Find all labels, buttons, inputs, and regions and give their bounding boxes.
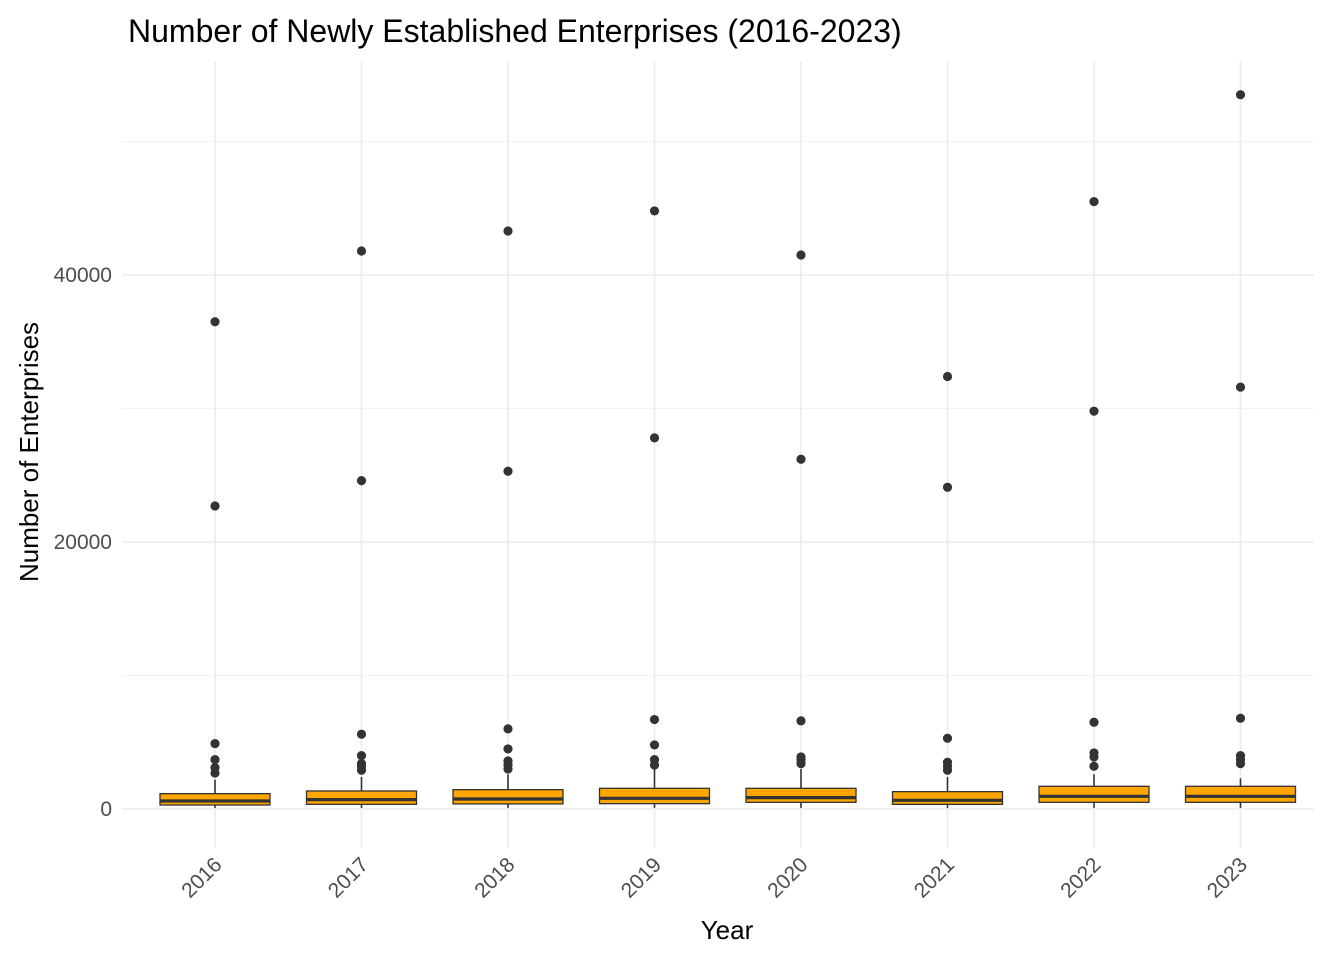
outlier-point xyxy=(503,724,513,734)
box-body xyxy=(598,787,711,805)
outlier-point xyxy=(356,475,367,486)
box-body xyxy=(891,790,1004,805)
outlier-point xyxy=(1089,196,1099,207)
box-2021 xyxy=(891,371,1004,808)
outlier-point xyxy=(210,317,220,327)
outlier-point xyxy=(796,752,806,762)
box-body xyxy=(1184,785,1297,803)
plot-area: 0 20000 40000 2016 2017 2018 2019 2020 2021 2022 2… xyxy=(54,62,1314,903)
outlier-point xyxy=(1089,761,1099,771)
x-tick-label: 2019 xyxy=(617,853,666,902)
outlier-point xyxy=(1235,90,1246,100)
outlier-point xyxy=(1089,748,1099,758)
outlier-point xyxy=(942,482,953,492)
x-tick-label: 2017 xyxy=(324,853,373,902)
x-tick-label: 2022 xyxy=(1056,853,1105,902)
box-body xyxy=(745,787,857,803)
outlier-point xyxy=(503,756,513,766)
outlier-point xyxy=(649,755,660,765)
x-axis-title: Year xyxy=(701,915,754,945)
box-2020 xyxy=(745,250,857,808)
box-2019 xyxy=(598,206,711,808)
outlier-point xyxy=(649,206,660,216)
outlier-point xyxy=(1235,751,1246,761)
chart-title: Number of Newly Established Enterprises … xyxy=(128,13,902,49)
outlier-point xyxy=(503,466,513,476)
outlier-point xyxy=(649,433,660,443)
outlier-point xyxy=(649,740,660,750)
x-tick-label: 2018 xyxy=(470,853,519,902)
outlier-point xyxy=(1089,406,1099,416)
y-axis-title: Number of Enterprises xyxy=(14,322,44,582)
x-tick-label: 2020 xyxy=(763,853,812,902)
outlier-point xyxy=(942,371,953,382)
outlier-point xyxy=(356,759,367,769)
outlier-point xyxy=(796,716,806,726)
box-2017 xyxy=(305,246,418,808)
box-2018 xyxy=(452,226,564,808)
outlier-point xyxy=(1089,717,1099,727)
outlier-point xyxy=(1235,713,1246,723)
outlier-point xyxy=(356,246,367,256)
box-2016 xyxy=(159,317,271,808)
x-tick-label: 2021 xyxy=(910,853,959,902)
outlier-point xyxy=(210,738,220,749)
outlier-point xyxy=(356,729,367,739)
x-tick-label: 2023 xyxy=(1203,853,1252,902)
outlier-point xyxy=(503,226,513,236)
box-2022 xyxy=(1038,196,1150,808)
y-tick-label: 40000 xyxy=(54,264,112,287)
outlier-point xyxy=(356,751,367,761)
outlier-point xyxy=(210,501,220,511)
outlier-point xyxy=(942,733,953,743)
box-2023 xyxy=(1184,90,1297,808)
box-body xyxy=(452,788,564,805)
outlier-point xyxy=(649,714,660,725)
outlier-point xyxy=(210,763,220,773)
outlier-point xyxy=(796,250,806,260)
x-tick-label: 2016 xyxy=(177,853,226,902)
box-body xyxy=(305,790,418,805)
box-body xyxy=(1038,785,1150,803)
y-tick-label: 0 xyxy=(100,798,112,821)
box-body xyxy=(159,792,271,806)
outlier-point xyxy=(503,744,513,754)
outlier-point xyxy=(942,757,953,767)
y-tick-label: 20000 xyxy=(54,531,112,554)
outlier-point xyxy=(796,454,806,464)
outlier-point xyxy=(210,755,220,765)
outlier-point xyxy=(1235,382,1246,392)
